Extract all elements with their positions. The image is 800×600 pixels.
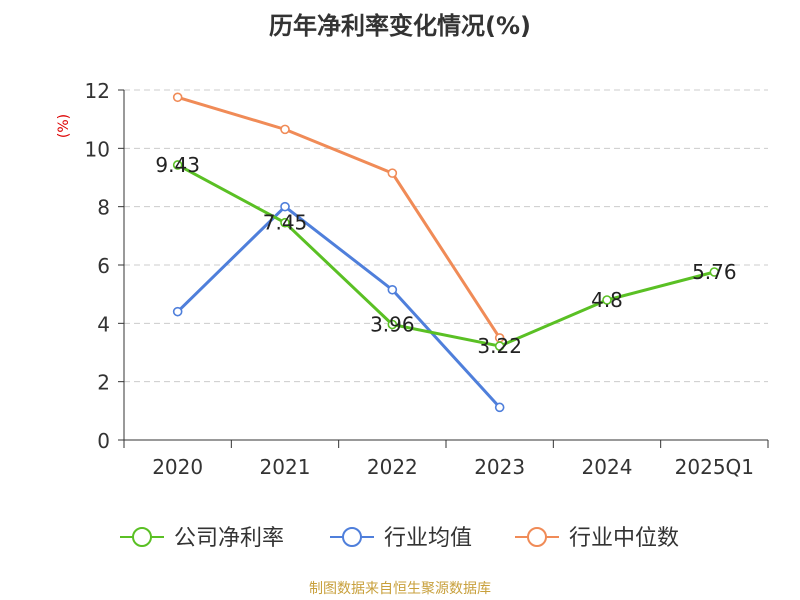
data-point xyxy=(280,124,290,135)
legend-marker xyxy=(132,527,152,547)
data-point xyxy=(602,295,612,305)
series-line xyxy=(176,205,501,409)
x-tick-label: 2020 xyxy=(152,455,203,479)
series-line xyxy=(177,95,501,339)
y-tick-label: 6 xyxy=(97,254,110,278)
x-tick-label: 2025Q1 xyxy=(675,455,754,479)
data-point xyxy=(387,284,398,295)
data-point xyxy=(387,168,398,178)
x-tick-label: 2023 xyxy=(474,455,525,479)
y-tick-label: 4 xyxy=(97,312,110,336)
data-point xyxy=(280,201,290,212)
x-tick-label: 2024 xyxy=(582,455,633,479)
legend-label: 行业均值 xyxy=(384,526,472,551)
data-point xyxy=(172,306,183,317)
chart-title: 历年净利率变化情况(%) xyxy=(269,12,531,40)
data-point xyxy=(387,319,398,330)
y-tick-label: 2 xyxy=(97,371,110,395)
data-label: 9.43 xyxy=(155,153,200,177)
data-point xyxy=(172,92,183,103)
data-point xyxy=(172,160,183,170)
y-axis-label: (%) xyxy=(56,114,72,138)
y-tick-label: 0 xyxy=(97,429,110,453)
legend-label: 公司净利率 xyxy=(174,526,284,551)
data-point xyxy=(494,402,505,413)
legend-marker xyxy=(527,527,547,547)
data-label: 5.76 xyxy=(692,260,737,284)
series-line xyxy=(176,163,715,348)
y-tick-label: 8 xyxy=(97,196,110,220)
data-point xyxy=(709,267,720,277)
legend-label: 行业中位数 xyxy=(569,526,679,551)
data-point xyxy=(280,217,290,228)
data-label: 7.45 xyxy=(263,211,308,235)
x-tick-label: 2021 xyxy=(260,455,311,479)
y-tick-label: 10 xyxy=(85,137,110,161)
data-label: 3.96 xyxy=(370,313,415,337)
y-tick-label: 12 xyxy=(85,79,110,103)
legend-marker xyxy=(342,527,362,547)
source-footer: 制图数据来自恒生聚源数据库 xyxy=(309,581,491,597)
data-point xyxy=(494,341,505,351)
data-label: 3.22 xyxy=(477,334,522,358)
data-label: 4.8 xyxy=(591,288,623,312)
x-tick-label: 2022 xyxy=(367,455,418,479)
